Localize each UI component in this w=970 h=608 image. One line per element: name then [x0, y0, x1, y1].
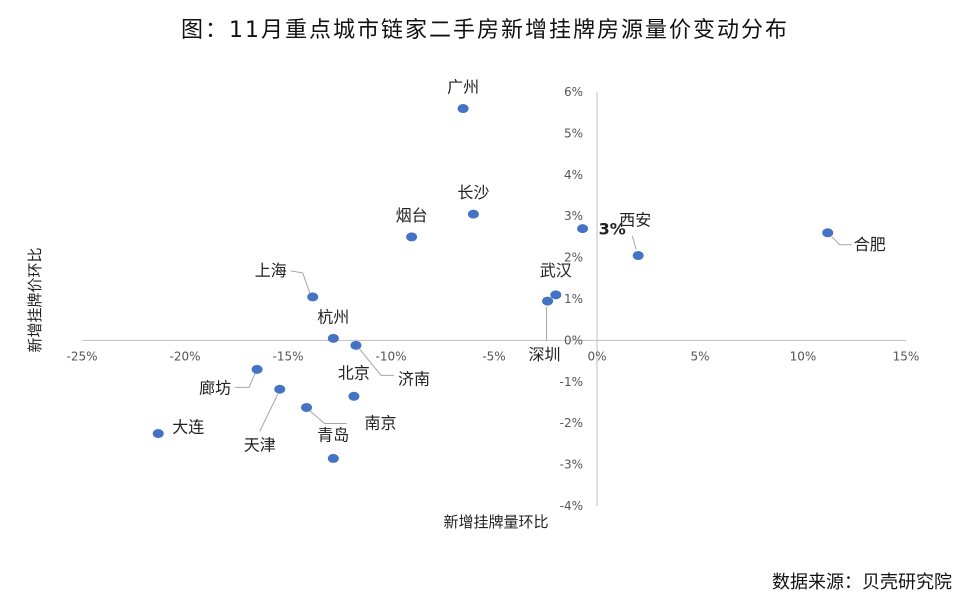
chart-title: 图：11月重点城市链家二手房新增挂牌房源量价变动分布 — [181, 18, 789, 43]
y-tick-label: 6% — [564, 85, 583, 99]
data-point — [406, 232, 418, 242]
y-tick-label: 4% — [564, 168, 583, 182]
data-label: 武汉 — [540, 261, 572, 280]
data-point — [632, 251, 644, 261]
data-label: 烟台 — [396, 206, 428, 225]
data-label: 3% — [599, 220, 626, 239]
data-point — [307, 292, 319, 302]
leader-line — [290, 270, 311, 294]
y-tick-label: -3% — [560, 458, 583, 472]
x-tick-label: 5% — [690, 349, 709, 363]
data-point — [542, 296, 554, 306]
data-label: 南京 — [365, 413, 397, 432]
x-axis-title: 新增挂牌量环比 — [443, 513, 548, 531]
data-label: 天津 — [244, 435, 276, 454]
data-label: 上海 — [255, 261, 287, 280]
data-point — [251, 364, 263, 374]
x-tick-label: -5% — [482, 349, 505, 363]
data-label: 廊坊 — [199, 378, 231, 397]
y-tick-label: 3% — [564, 209, 583, 223]
x-tick-label: 15% — [893, 349, 920, 363]
x-tick-label: -25% — [66, 349, 97, 363]
data-point — [457, 104, 469, 114]
data-label: 合肥 — [854, 235, 886, 254]
x-tick-label: -20% — [169, 349, 200, 363]
data-point — [467, 209, 479, 219]
data-point — [822, 228, 834, 238]
y-tick-label: 0% — [564, 333, 583, 347]
y-tick-label: 1% — [564, 292, 583, 306]
y-tick-label: -4% — [560, 499, 583, 513]
y-tick-label: -2% — [560, 416, 583, 430]
data-label: 济南 — [398, 369, 430, 388]
leader-line — [259, 394, 279, 432]
data-label: 长沙 — [457, 183, 489, 202]
x-tick-label: 10% — [790, 349, 817, 363]
data-label: 广州 — [447, 78, 479, 97]
source-note: 数据来源：贝壳研究院 — [772, 572, 952, 593]
y-tick-label: 2% — [564, 251, 583, 265]
y-tick-label: 5% — [564, 126, 583, 140]
data-point — [348, 391, 360, 401]
data-point — [550, 290, 562, 300]
x-tick-label: -10% — [375, 349, 406, 363]
x-tick-label: -15% — [272, 349, 303, 363]
data-label: 西安 — [619, 211, 651, 230]
data-point — [152, 429, 164, 439]
data-label: 深圳 — [529, 345, 561, 364]
leader-line — [235, 373, 256, 388]
data-label: 北京 — [338, 363, 370, 382]
data-point — [577, 224, 589, 234]
data-label: 青岛 — [317, 425, 349, 444]
data-point — [327, 453, 339, 463]
data-label: 杭州 — [317, 307, 349, 326]
data-label: 大连 — [172, 418, 204, 437]
leader-line — [358, 348, 394, 376]
data-point — [274, 384, 286, 394]
data-point — [350, 340, 362, 350]
y-tick-label: -1% — [560, 375, 583, 389]
data-point — [301, 402, 313, 412]
y-axis-title: 新增挂牌价环比 — [26, 247, 44, 352]
x-tick-label: 0% — [587, 349, 606, 363]
data-point — [327, 333, 339, 343]
leader-line — [631, 235, 637, 250]
leader-line — [831, 236, 852, 246]
leader-line — [309, 410, 347, 424]
